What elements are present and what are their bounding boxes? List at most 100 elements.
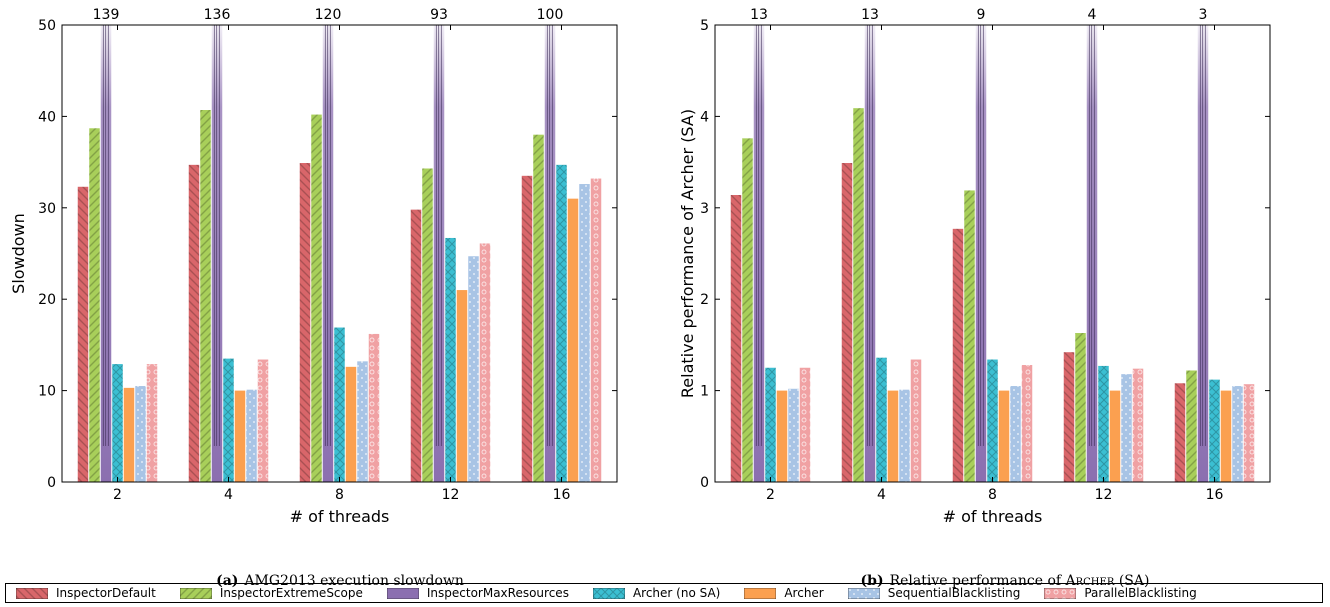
bar-a-InspectorExtremeScope-2 [89, 128, 100, 483]
bar-a-Archer-2 [123, 387, 135, 482]
bar-a-Archer (no SA)-16 [556, 164, 567, 483]
truncated-label-b-8: 9 [977, 7, 986, 23]
truncated-label-b-2: 13 [750, 7, 768, 23]
bar-b-InspectorDefault-2 [730, 195, 742, 482]
y-tick-label-a-10: 10 [38, 384, 56, 400]
caption-b: (b) Relative performance of Archer (SA) [780, 573, 1230, 589]
legend: InspectorDefault InspectorExtremeScope Ins… [5, 583, 1323, 603]
legend-swatch [386, 587, 419, 599]
bar-a-ParallelBlacklisting-16 [590, 178, 602, 482]
bar-b-InspectorDefault-12 [1063, 352, 1075, 482]
legend-swatch [847, 587, 880, 599]
bar-a-SequentialBlacklisting-2 [135, 386, 146, 482]
legend-swatch [1044, 587, 1077, 599]
y-tick-label-b-2: 2 [700, 292, 709, 308]
caption-a: (a) AMG2013 execution slowdown [120, 573, 560, 589]
bar-b-Archer (no SA)-16 [1209, 379, 1220, 482]
bar-a-InspectorDefault-4 [188, 164, 200, 483]
caption-b-post: (SA) [1118, 573, 1150, 589]
x-axis-label-a: # of threads [290, 507, 390, 526]
bar-b-ParallelBlacklisting-2 [799, 367, 811, 482]
bar-b-InspectorExtremeScope-12 [1075, 333, 1086, 482]
bar-b-SequentialBlacklisting-2 [788, 388, 799, 482]
bar-b-InspectorDefault-16 [1174, 383, 1186, 482]
y-tick-label-a-0: 0 [47, 475, 56, 491]
bar-a-InspectorDefault-2 [77, 186, 89, 482]
bar-a-Archer-12 [456, 290, 468, 482]
y-tick-label-b-5: 5 [700, 18, 709, 34]
y-tick-label-a-20: 20 [38, 292, 56, 308]
legend-label: Archer [784, 586, 824, 600]
truncated-label-a-4: 136 [204, 7, 231, 23]
legend-label: ParallelBlacklisting [1084, 586, 1197, 600]
legend-label: InspectorMaxResources [426, 586, 569, 600]
legend-swatch [744, 587, 777, 599]
chart-a: 139 2 136 4 120 8 93 12 100 16 0 10 20 30 40 50 # of thr… [9, 7, 618, 526]
bar-a-InspectorExtremeScope-4 [200, 110, 211, 482]
bar-a-SequentialBlacklisting-4 [246, 389, 257, 482]
bar-a-InspectorDefault-8 [299, 163, 311, 482]
bar-a-InspectorDefault-16 [521, 175, 533, 482]
truncated-label-a-8: 120 [315, 7, 342, 23]
caption-a-label: (a) [216, 573, 239, 589]
bar-b-ParallelBlacklisting-8 [1021, 365, 1033, 482]
x-tick-label-b-8: 8 [988, 487, 997, 503]
bar-a-Archer-8 [345, 366, 357, 482]
x-axis-label-b: # of threads [943, 507, 1043, 526]
y-tick-label-a-40: 40 [38, 109, 56, 125]
caption-b-archer: Archer [1065, 573, 1115, 589]
bar-b-InspectorDefault-8 [952, 228, 964, 482]
legend-label: InspectorExtremeScope [219, 586, 363, 600]
bar-a-InspectorExtremeScope-12 [422, 168, 433, 483]
y-tick-label-a-30: 30 [38, 201, 56, 217]
bar-b-SequentialBlacklisting-4 [899, 389, 910, 482]
y-axis-label-a: Slowdown [9, 213, 28, 294]
bar-b-InspectorExtremeScope-4 [853, 108, 864, 482]
bar-b-Archer-16 [1220, 390, 1232, 482]
legend-item: Archer (no SA) [592, 586, 720, 600]
legend-item: Archer [744, 586, 824, 600]
bar-a-SequentialBlacklisting-16 [579, 184, 590, 482]
legend-item: InspectorMaxResources [386, 586, 569, 600]
legend-swatch [179, 587, 212, 599]
bar-b-InspectorDefault-4 [841, 163, 853, 483]
x-tick-label-a-2: 2 [113, 487, 122, 503]
bar-b-ParallelBlacklisting-12 [1132, 368, 1144, 482]
bar-b-ParallelBlacklisting-4 [910, 359, 922, 482]
truncated-label-a-2: 139 [93, 7, 120, 23]
x-tick-label-b-2: 2 [766, 487, 775, 503]
legend-swatch [16, 587, 48, 599]
caption-b-label: (b) [860, 573, 884, 589]
bar-a-InspectorExtremeScope-8 [311, 114, 322, 483]
bar-b-InspectorExtremeScope-8 [964, 190, 975, 482]
legend-label: SequentialBlacklisting [887, 586, 1021, 600]
bar-a-Archer (no SA)-4 [223, 358, 234, 482]
x-tick-label-a-12: 12 [442, 487, 460, 503]
bar-b-Archer (no SA)-4 [876, 357, 887, 482]
x-tick-label-b-12: 12 [1095, 487, 1113, 503]
bar-a-ParallelBlacklisting-4 [257, 359, 269, 482]
x-tick-label-a-8: 8 [335, 487, 344, 503]
legend-label: InspectorDefault [56, 586, 156, 600]
bar-a-ParallelBlacklisting-8 [368, 333, 380, 482]
legend-item: InspectorExtremeScope [179, 586, 363, 600]
legend-swatch [592, 587, 625, 599]
legend-item: SequentialBlacklisting [847, 586, 1021, 600]
bar-a-SequentialBlacklisting-12 [468, 256, 479, 482]
y-axis-label-b: Relative performance of Archer (SA) [678, 109, 697, 398]
truncated-label-b-16: 3 [1199, 7, 1208, 23]
x-tick-label-b-16: 16 [1206, 487, 1224, 503]
bar-a-Archer-4 [234, 390, 246, 482]
bar-b-Archer (no SA)-8 [987, 359, 998, 482]
legend-item: InspectorDefault [16, 586, 156, 600]
bar-a-ParallelBlacklisting-12 [479, 243, 491, 482]
bar-b-SequentialBlacklisting-12 [1121, 374, 1132, 482]
truncated-label-b-12: 4 [1088, 7, 1097, 23]
bar-a-InspectorDefault-12 [410, 209, 422, 483]
y-tick-label-b-0: 0 [700, 475, 709, 491]
legend-item: ParallelBlacklisting [1044, 586, 1197, 600]
bar-a-Archer (no SA)-12 [445, 237, 456, 482]
bar-a-SequentialBlacklisting-8 [357, 361, 368, 482]
